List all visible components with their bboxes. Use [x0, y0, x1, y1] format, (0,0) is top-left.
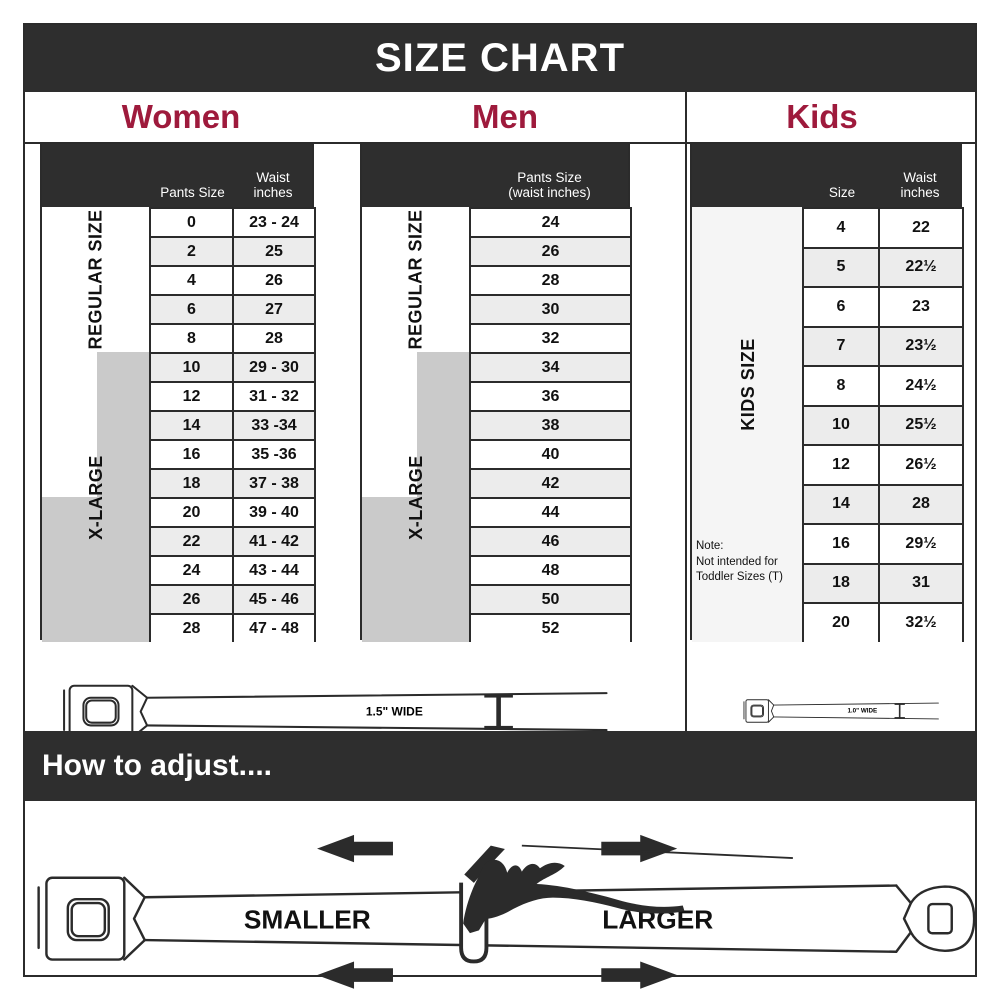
svg-text:SMALLER: SMALLER: [244, 904, 371, 934]
svg-text:1.0" WIDE: 1.0" WIDE: [847, 708, 877, 715]
svg-text:1.5" WIDE: 1.5" WIDE: [366, 704, 423, 718]
